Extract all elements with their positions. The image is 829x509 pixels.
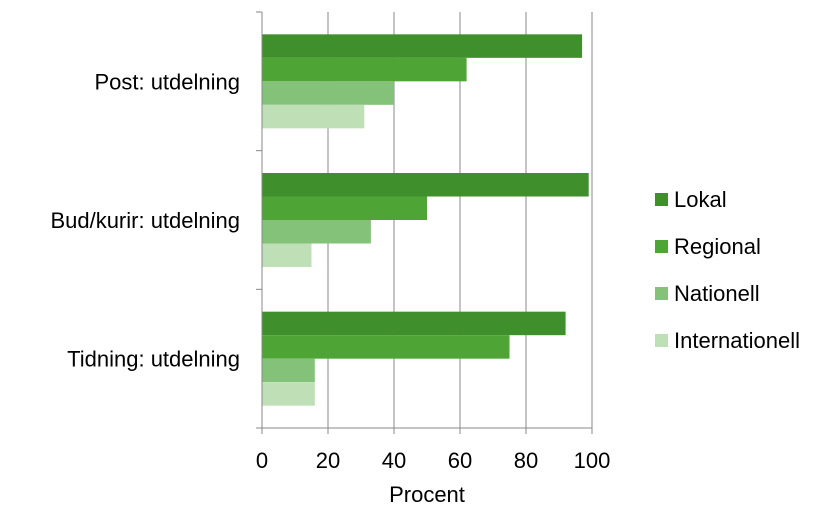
legend-label: Internationell <box>674 327 800 353</box>
legend-label: Nationell <box>674 280 760 306</box>
bar-lokal <box>262 173 589 197</box>
bar-regional <box>262 196 427 220</box>
bar-internationell <box>262 243 312 267</box>
legend-item: Regional <box>655 223 800 270</box>
bar-internationell <box>262 104 365 129</box>
legend-item: Internationell <box>655 317 800 364</box>
bar-nationell <box>262 358 315 383</box>
bar-lokal <box>262 34 583 58</box>
bar-regional <box>262 57 467 82</box>
legend-item: Nationell <box>655 270 800 317</box>
category-label: Bud/kurir: utdelning <box>50 208 240 233</box>
legend-swatch <box>655 193 668 206</box>
bar-regional <box>262 335 510 359</box>
legend-label: Lokal <box>674 186 727 212</box>
legend-swatch <box>655 334 668 347</box>
bar-nationell <box>262 81 394 105</box>
bar-internationell <box>262 382 315 406</box>
legend-swatch <box>655 287 668 300</box>
bar-lokal <box>262 311 566 336</box>
legend: Lokal Regional Nationell Internationell <box>655 176 800 364</box>
legend-swatch <box>655 240 668 253</box>
legend-label: Regional <box>674 233 761 259</box>
bar-nationell <box>262 220 371 244</box>
x-axis-title: Procent <box>389 482 465 507</box>
category-label: Tidning: utdelning <box>67 347 240 372</box>
x-tick-label: 60 <box>448 448 472 473</box>
x-tick-label: 20 <box>316 448 340 473</box>
x-tick-label: 0 <box>256 448 268 473</box>
x-tick-label: 100 <box>574 448 611 473</box>
x-tick-label: 80 <box>514 448 538 473</box>
legend-item: Lokal <box>655 176 800 223</box>
category-label: Post: utdelning <box>94 69 240 94</box>
x-tick-label: 40 <box>382 448 406 473</box>
